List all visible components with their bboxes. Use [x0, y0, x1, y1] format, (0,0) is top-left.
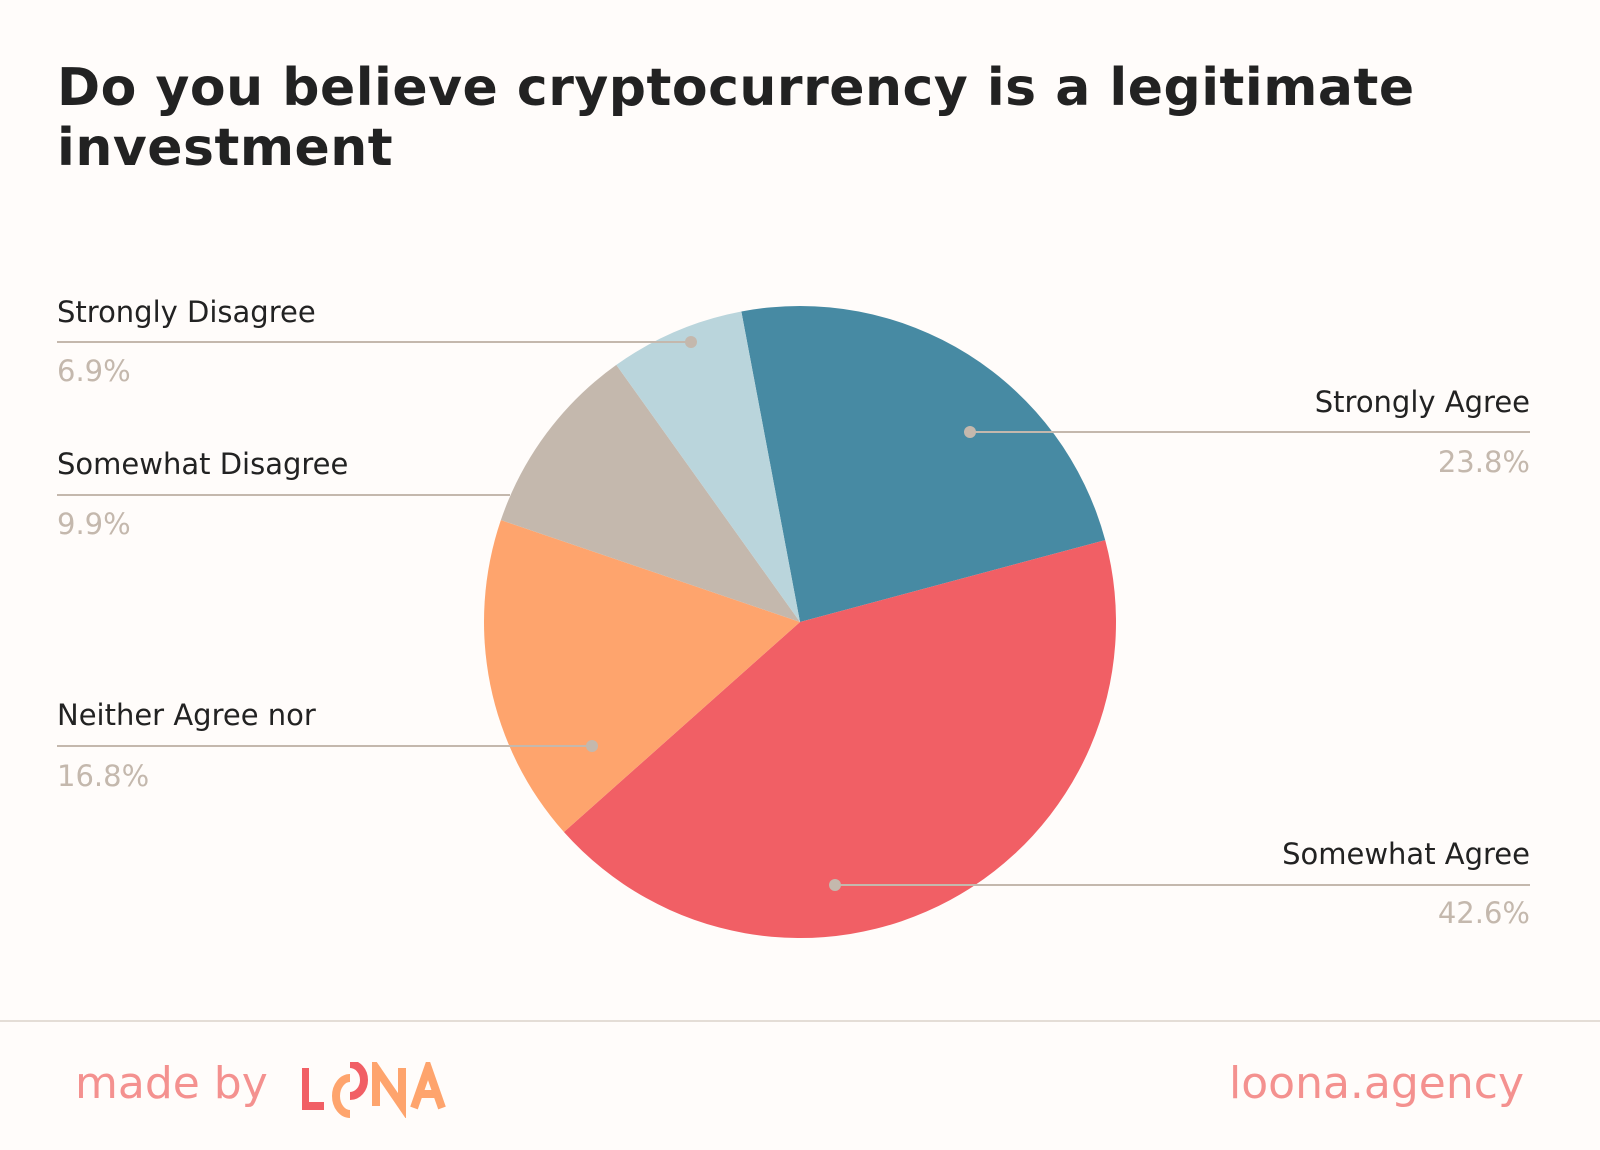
pie-chart	[57, 306, 1530, 939]
pie-slice-strongly-disagree	[616, 311, 800, 622]
label-strongly-disagree: Strongly Disagree	[57, 295, 316, 329]
pie-slice-strongly-agree	[741, 306, 1106, 622]
leader-dot-neither	[586, 740, 598, 752]
footer-divider	[0, 1020, 1600, 1022]
label-somewhat-agree: Somewhat Agree	[1282, 837, 1530, 871]
pct-neither: 16.8%	[57, 759, 150, 793]
pct-strongly-agree: 23.8%	[1437, 445, 1530, 479]
label-strongly-agree: Strongly Agree	[1314, 385, 1530, 419]
site-link[interactable]: loona.agency	[1229, 1058, 1524, 1109]
pct-somewhat-disagree: 9.9%	[57, 507, 131, 541]
pct-strongly-disagree: 6.9%	[57, 354, 131, 388]
label-somewhat-disagree: Somewhat Disagree	[57, 447, 349, 481]
pie-slice-somewhat-agree	[563, 540, 1116, 939]
chart-title: Do you believe cryptocurrency is a legit…	[57, 58, 1415, 178]
made-by-text: made by	[75, 1058, 268, 1109]
leader-dot-strongly-disagree	[685, 336, 697, 348]
leader-dot-somewhat-agree	[829, 879, 841, 891]
loona-logo	[302, 1062, 446, 1118]
pie-slice-somewhat-disagree	[500, 364, 800, 622]
label-neither: Neither Agree nor	[57, 698, 316, 732]
leader-dot-strongly-agree	[964, 426, 976, 438]
pie-slice-neither-agree-nor	[484, 520, 800, 833]
pct-somewhat-agree: 42.6%	[1437, 896, 1530, 930]
